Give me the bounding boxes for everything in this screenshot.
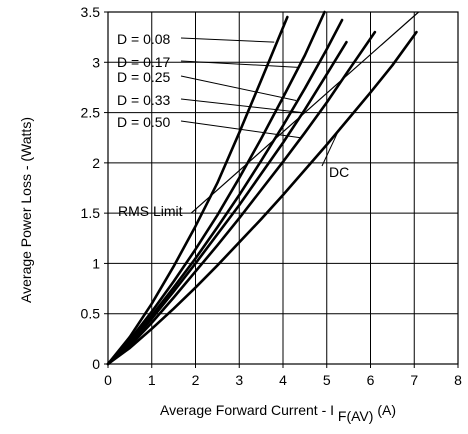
- x-axis-label-subscript: F(AV): [338, 408, 374, 424]
- y-tick-label: 2.5: [81, 105, 101, 121]
- annotation-label-dc: DC: [329, 164, 349, 180]
- y-tick-label: 0: [92, 356, 100, 372]
- annotation-leader-d-0-50: [180, 120, 301, 139]
- y-tick-label: 1.5: [81, 205, 101, 221]
- x-tick-label: 0: [104, 372, 112, 388]
- annotations: D = 0.08 D = 0.17D = 0.25 D = 0.33 D = 0.50…: [117, 31, 349, 219]
- y-tick-label: 1: [92, 255, 100, 271]
- y-axis-label: Average Power Loss - (Watts): [18, 117, 34, 303]
- x-tick-label: 2: [192, 372, 200, 388]
- series-line-dc: [106, 30, 418, 366]
- annotation-label-rms-limit: RMS Limit: [118, 203, 183, 219]
- rms-limit-line: [190, 11, 420, 214]
- y-tick-label: 2: [92, 155, 100, 171]
- series-line-d-0-25: [106, 18, 344, 366]
- x-axis-label-unit: (A): [377, 402, 396, 418]
- annotation-label-d-0-08: D = 0.08: [117, 31, 171, 47]
- curves: [106, 10, 420, 366]
- y-tick-label: 0.5: [81, 306, 101, 322]
- annotation-leader-rms-limit: [195, 208, 197, 214]
- x-tick-label: 5: [323, 372, 331, 388]
- annotation-leader-dc: [321, 127, 341, 167]
- x-tick-label: 8: [454, 372, 462, 388]
- series-line-d-0-50: [106, 30, 377, 366]
- x-axis-label: Average Forward Current - I F(AV) (A): [160, 402, 396, 424]
- x-tick-label: 4: [279, 372, 287, 388]
- series-line-d-0-17: [106, 10, 326, 366]
- annotation-leader-d-0-08: [180, 37, 275, 43]
- annotation-label-d-0-33: D = 0.33: [117, 92, 171, 108]
- annotation-label-d-0-17: D = 0.17: [117, 54, 171, 70]
- y-tick-label: 3: [92, 54, 100, 70]
- x-tick-label: 1: [148, 372, 156, 388]
- y-tick-label: 3.5: [81, 4, 101, 20]
- x-tick-label: 7: [410, 372, 418, 388]
- x-axis-label-main: Average Forward Current - I: [160, 402, 334, 418]
- annotation-label-d-0-50: D = 0.50: [117, 114, 171, 130]
- series-line-d-0-08: [106, 15, 289, 366]
- annotation-leader-d-0-25: [180, 75, 297, 101]
- annotation-label-d-0-25: D = 0.25: [117, 69, 171, 85]
- x-tick-label: 6: [367, 372, 375, 388]
- tick-labels: 0 1 2 3 4 5 6 7 8 0 0.5 1 1.5 2 2.5 3 3.5: [81, 4, 463, 388]
- x-tick-label: 3: [235, 372, 243, 388]
- series-line-d-0-33: [106, 40, 348, 366]
- annotation-leader-d-0-17: [180, 60, 299, 68]
- annotation-leader-d-0-33: [180, 98, 303, 114]
